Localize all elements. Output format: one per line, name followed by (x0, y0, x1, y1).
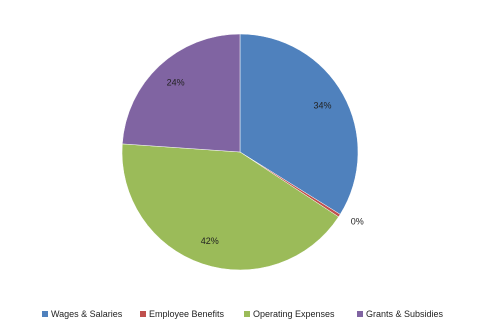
legend-label: Employee Benefits (149, 309, 225, 319)
legend-label: Operating Expenses (253, 309, 335, 319)
data-label: 42% (201, 236, 219, 246)
pie-slice (239, 33, 359, 215)
legend-swatch (244, 311, 250, 317)
legend-label: Grants & Subsidies (366, 309, 444, 319)
legend-swatch (42, 311, 48, 317)
data-label: 24% (167, 77, 185, 87)
pie-slice (122, 33, 241, 153)
pie-slice (121, 143, 339, 271)
data-label: 0% (351, 216, 364, 226)
legend-swatch (357, 311, 363, 317)
data-label: 34% (314, 101, 332, 111)
legend-label: Wages & Salaries (51, 309, 123, 319)
legend-swatch (140, 311, 146, 317)
